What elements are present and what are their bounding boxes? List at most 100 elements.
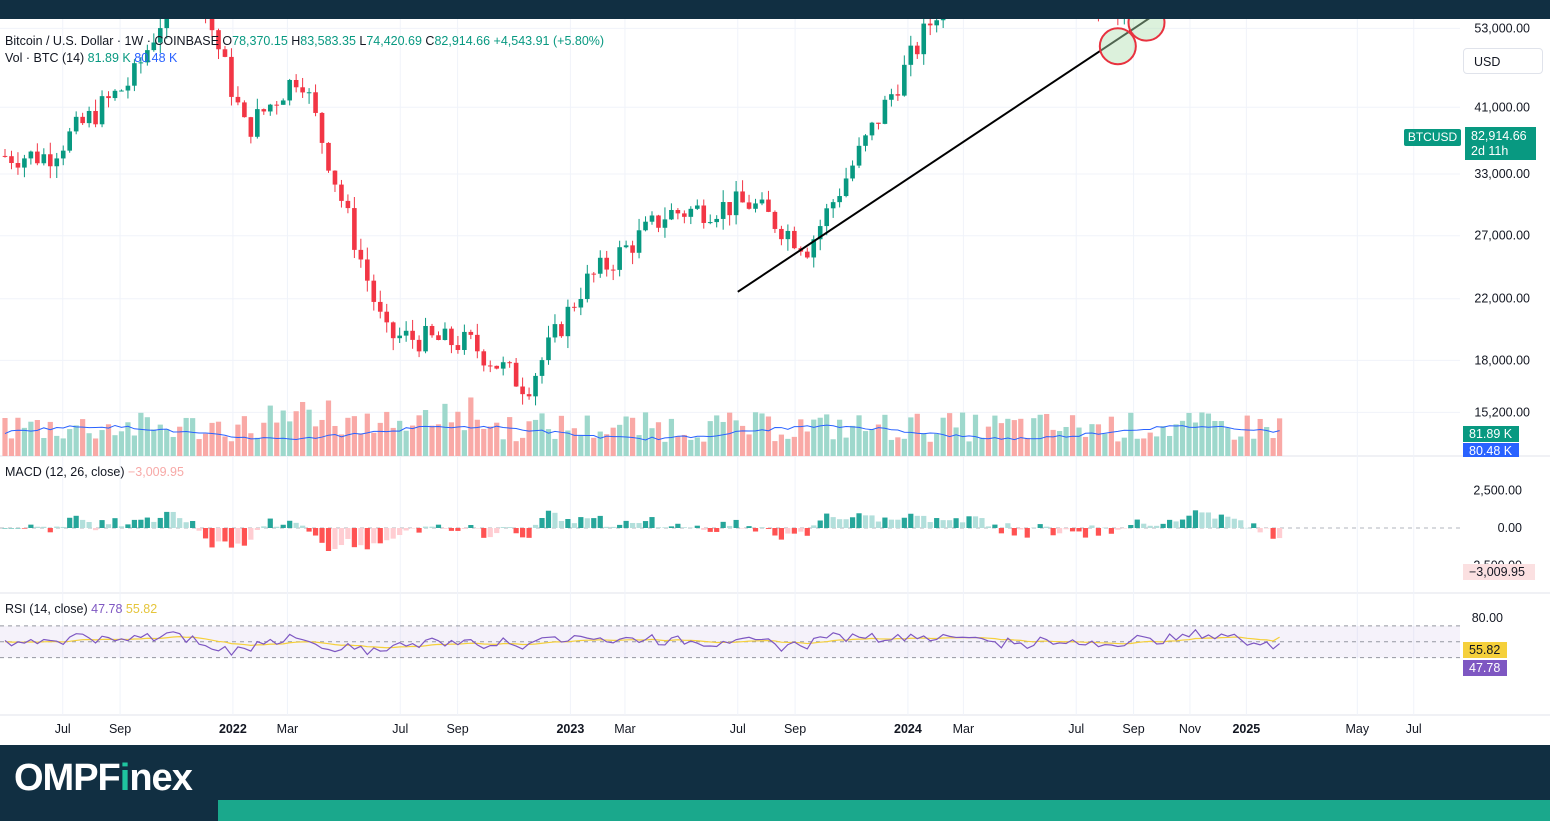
macd-histogram-bar [358, 528, 364, 546]
rsi-axis-label: 80.00 [1472, 611, 1503, 625]
macd-histogram-bar [1238, 520, 1244, 528]
candle-body [753, 203, 758, 209]
macd-axis-label: 2,500.00 [1473, 483, 1522, 497]
macd-histogram-bar [274, 526, 280, 528]
macd-histogram-bar [138, 519, 144, 528]
macd-histogram-bar [494, 528, 500, 534]
volume-bar [455, 411, 461, 456]
candle-body [365, 259, 370, 281]
macd-histogram-bar [681, 527, 687, 528]
macd-histogram-bar [552, 512, 558, 528]
volume-bar [746, 434, 752, 456]
volume-bar [67, 429, 73, 456]
candle-body [2, 155, 8, 157]
volume-bar [578, 435, 584, 456]
candle-body [766, 199, 771, 212]
macd-histogram-bar [280, 524, 286, 528]
macd-histogram-bar [416, 528, 422, 533]
candle-body [585, 273, 590, 300]
candle-body [47, 154, 53, 167]
volume-bar [338, 434, 345, 456]
volume-bar [73, 425, 79, 456]
candle-body [429, 325, 435, 336]
high-value: 83,583.35 [300, 34, 356, 48]
candle-body [565, 306, 571, 337]
candle-body [54, 158, 60, 167]
candle-body [22, 158, 27, 168]
macd-histogram-bar [254, 528, 260, 530]
candle-body [287, 79, 292, 101]
volume-bar [410, 425, 416, 456]
volume-bar [727, 412, 733, 456]
volume-bar [1102, 433, 1108, 456]
time-axis-label: Sep [784, 722, 806, 736]
macd-histogram-bar [739, 528, 746, 529]
candle-body [377, 301, 383, 312]
rsi-label: RSI (14, close) [5, 602, 88, 616]
volume-bar [1024, 437, 1030, 456]
candle-body [656, 215, 661, 228]
volume-bar [520, 437, 526, 456]
volume-bar [921, 433, 927, 456]
macd-histogram-bar [1192, 510, 1199, 528]
macd-histogram-bar [1076, 528, 1082, 532]
price-axis-label: 41,000.00 [1474, 100, 1530, 114]
macd-histogram-bar [1225, 516, 1231, 528]
volume-bar [1089, 424, 1095, 456]
volume-bar [500, 439, 506, 456]
macd-histogram-bar [558, 520, 565, 528]
volume-bar [1141, 438, 1147, 456]
macd-histogram-bar [34, 526, 40, 528]
macd-histogram-bar [824, 513, 830, 528]
macd-histogram-bar [306, 528, 312, 532]
volume-bar [1082, 436, 1089, 456]
macd-histogram-bar [41, 526, 47, 528]
candle-body [526, 394, 532, 397]
macd-histogram-bar [992, 524, 998, 528]
brand-footer: OMPFinex [0, 745, 1550, 821]
currency-button[interactable]: USD [1463, 48, 1543, 74]
macd-histogram-bar [1024, 528, 1030, 538]
volume-bar [1264, 427, 1270, 456]
macd-legend: MACD (12, 26, close) −3,009.95 [5, 465, 184, 479]
macd-histogram-bar [1063, 528, 1069, 530]
candle-body [99, 96, 105, 125]
macd-histogram-bar [1251, 523, 1257, 528]
candle-body [261, 109, 267, 112]
candle-body [843, 178, 849, 197]
macd-histogram-bar [2, 528, 8, 529]
top-bar [0, 0, 1550, 19]
price-axis-label: 15,200.00 [1474, 405, 1530, 419]
macd-histogram-bar [1205, 512, 1212, 528]
macd-histogram-bar [1276, 528, 1283, 539]
candle-body [436, 335, 441, 341]
volume-bar [979, 437, 985, 456]
volume-bar [1186, 412, 1192, 456]
volume-bar [649, 428, 655, 456]
volume-bar [190, 418, 196, 456]
volume-bar [739, 425, 746, 456]
volume-bar [92, 438, 99, 456]
candle-body [112, 90, 118, 99]
candle-body [869, 122, 875, 136]
macd-histogram-bar [869, 515, 875, 528]
candle-body [533, 375, 538, 397]
macd-histogram-bar [746, 526, 752, 528]
volume-bar [267, 405, 273, 456]
chart-area[interactable]: 100,000.0065,000.0053,000.0041,000.0033,… [0, 19, 1550, 745]
macd-histogram-bar [1212, 518, 1218, 528]
macd-histogram-bar [908, 513, 914, 528]
close-value: 82,914.66 [434, 34, 491, 48]
volume-bar [325, 400, 332, 456]
macd-histogram-bar [772, 528, 778, 536]
candle-body [876, 122, 881, 124]
chart-canvas[interactable]: 100,000.0065,000.0053,000.0041,000.0033,… [0, 19, 1550, 745]
candle-body [157, 28, 163, 43]
candle-body [617, 247, 622, 270]
candle-body [300, 87, 305, 93]
rsi-tag: 47.78 [1463, 660, 1507, 676]
candle-body [707, 222, 713, 224]
volume-bar [300, 401, 306, 456]
candle-body [746, 202, 752, 209]
symbol-legend: Bitcoin / U.S. Dollar · 1W · COINBASE O7… [5, 34, 605, 48]
